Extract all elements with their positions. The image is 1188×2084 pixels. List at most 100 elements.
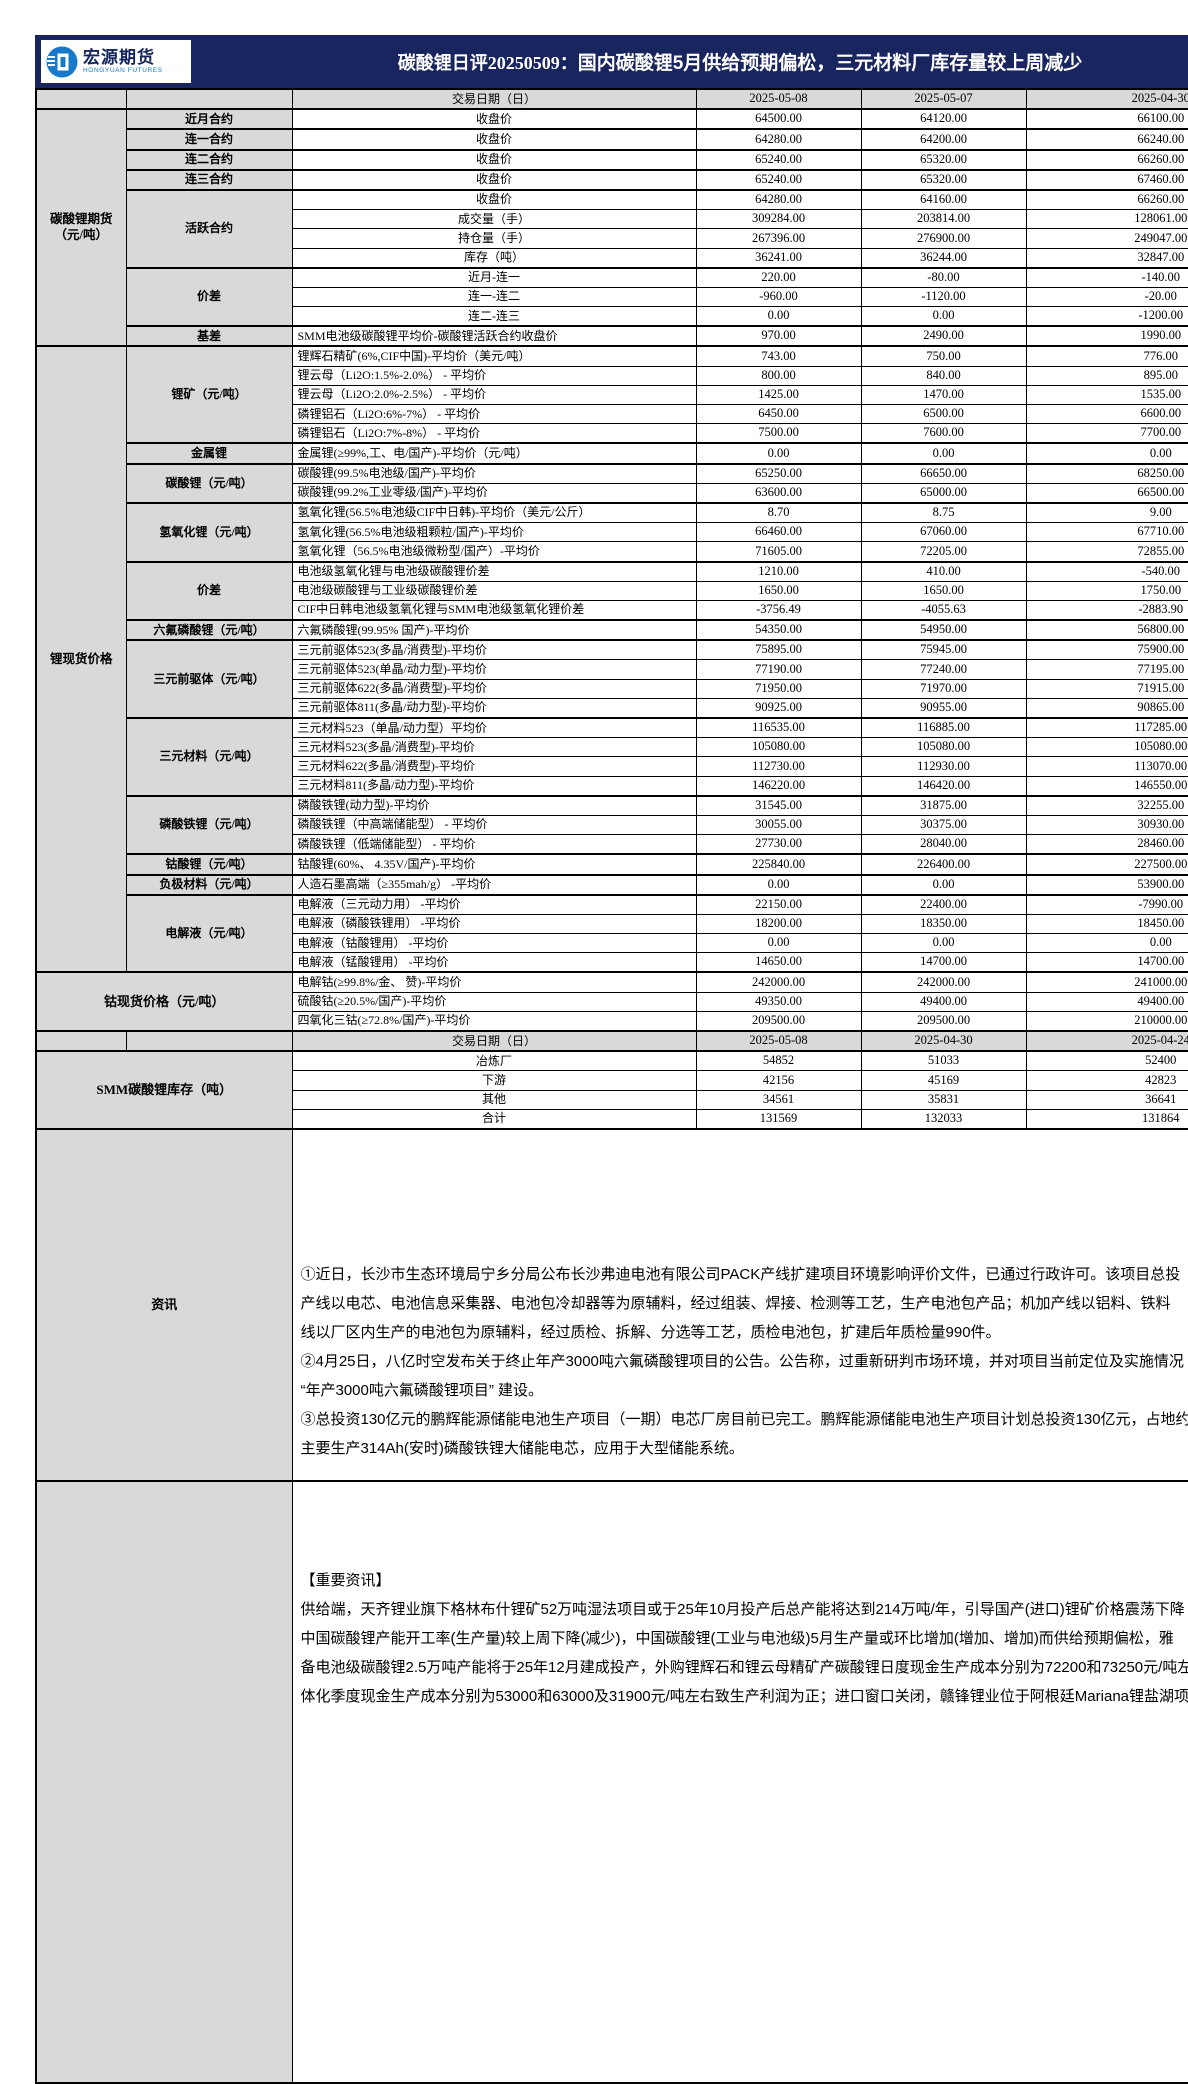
metric-cell: 氢氧化锂（56.5%电池级微粉型/国产）-平均价 (292, 542, 696, 562)
value-cell: 65320.00 (861, 170, 1026, 190)
value-cell: 49400.00 (1026, 992, 1188, 1011)
value-cell: 242000.00 (696, 972, 861, 992)
value-cell: 77190.00 (696, 660, 861, 679)
value-cell: 8.70 (696, 503, 861, 523)
metric-cell: 磷锂铝石（Li2O:7%-8%） - 平均价 (292, 424, 696, 444)
value-cell: 9.00 (1026, 503, 1188, 523)
value-cell: 65240.00 (696, 150, 861, 170)
value-cell: 6450.00 (696, 405, 861, 424)
value-cell: 75945.00 (861, 640, 1026, 660)
important-line: 中国碳酸锂产能开工率(生产量)较上周下降(减少)，中国碳酸锂(工业与电池级)5月… (301, 1624, 1188, 1653)
value-cell: 18450.00 (1026, 914, 1188, 933)
value-cell: 0.00 (1026, 443, 1188, 463)
metric-cell: 三元材料622(多晶/消费型)-平均价 (292, 757, 696, 776)
metric-cell: 四氧化三钴(≥72.8%/国产)-平均价 (292, 1011, 696, 1031)
sub-label-cell: 价差 (126, 268, 292, 327)
value-cell: 1990.00 (1026, 326, 1188, 346)
date-label-cell: 交易日期（日） (292, 89, 696, 109)
value-cell: 77195.00 (1026, 660, 1188, 679)
value-cell: 0.00 (696, 307, 861, 327)
value-cell: 42823 (1026, 1071, 1188, 1090)
group-label-cell: 锂现货价格 (36, 346, 126, 972)
value-cell: 64200.00 (861, 129, 1026, 149)
value-cell: 6500.00 (861, 405, 1026, 424)
logo: 宏源期货 HONGYUAN FUTURES (41, 40, 191, 83)
sub-label-cell: 连三合约 (126, 170, 292, 190)
metric-cell: 电池级碳酸锂与工业级碳酸锂价差 (292, 581, 696, 600)
important-heading: 【重要资讯】 (301, 1566, 1188, 1595)
value-cell: 18200.00 (696, 914, 861, 933)
value-cell: 30375.00 (861, 815, 1026, 834)
metric-cell: 三元前驱体523(多晶/消费型)-平均价 (292, 640, 696, 660)
sub-label-cell: 三元前驱体（元/吨） (126, 640, 292, 718)
metric-cell: CIF中日韩电池级氢氧化锂与SMM电池级氢氧化锂价差 (292, 600, 696, 620)
sub-label-cell: 碳酸锂（元/吨） (126, 464, 292, 503)
value-cell: 1425.00 (696, 385, 861, 404)
value-cell: 64280.00 (696, 129, 861, 149)
value-cell: 31875.00 (861, 796, 1026, 816)
value-cell: 1750.00 (1026, 581, 1188, 600)
report-page: 宏源期货 HONGYUAN FUTURES 碳酸锂日评20250509：国内碳酸… (35, 35, 1188, 2084)
value-cell: 68250.00 (1026, 464, 1188, 484)
metric-cell: 电解液（磷酸铁锂用） -平均价 (292, 914, 696, 933)
value-cell: 54950.00 (861, 620, 1026, 640)
value-cell: 66460.00 (696, 523, 861, 542)
value-cell: -540.00 (1026, 562, 1188, 582)
value-cell: 45169 (861, 1071, 1026, 1090)
metric-cell: 三元前驱体811(多晶/动力型)-平均价 (292, 698, 696, 718)
value-cell: 840.00 (861, 366, 1026, 385)
value-cell: 22150.00 (696, 895, 861, 915)
value-cell: 105080.00 (861, 738, 1026, 757)
sub-label-cell: 金属锂 (126, 443, 292, 463)
value-cell: 6600.00 (1026, 405, 1188, 424)
value-cell: 0.00 (861, 443, 1026, 463)
value-cell: 36241.00 (696, 248, 861, 268)
value-cell: 77240.00 (861, 660, 1026, 679)
value-cell: 116535.00 (696, 718, 861, 738)
value-cell: 30055.00 (696, 815, 861, 834)
value-cell: 71950.00 (696, 679, 861, 698)
date-header-cell: 2025-05-08 (696, 89, 861, 109)
sub-label-cell: 连一合约 (126, 129, 292, 149)
value-cell: -1120.00 (861, 287, 1026, 306)
sub-label-cell: 价差 (126, 562, 292, 621)
metric-cell: 磷酸铁锂(动力型)-平均价 (292, 796, 696, 816)
metric-cell: 硫酸钴(≥20.5%/国产)-平均价 (292, 992, 696, 1011)
value-cell: 34561 (696, 1090, 861, 1109)
metric-cell: 冶炼厂 (292, 1051, 696, 1071)
date-header-cell: 2025-05-07 (861, 89, 1026, 109)
value-cell: 116885.00 (861, 718, 1026, 738)
value-cell: 267396.00 (696, 229, 861, 248)
value-cell: 52400 (1026, 1051, 1188, 1071)
metric-cell: 三元材料811(多晶/动力型)-平均价 (292, 776, 696, 796)
metric-cell: 锂云母（Li2O:1.5%-2.0%） - 平均价 (292, 366, 696, 385)
metric-cell: 持仓量（手） (292, 229, 696, 248)
value-cell: 410.00 (861, 562, 1026, 582)
value-cell: 14700.00 (1026, 953, 1188, 973)
value-cell: 67710.00 (1026, 523, 1188, 542)
value-cell: 51033 (861, 1051, 1026, 1071)
value-cell: 131569 (696, 1109, 861, 1129)
value-cell: 63600.00 (696, 483, 861, 503)
sub-label-cell: 负极材料（元/吨） (126, 875, 292, 895)
news-line: 产线以电芯、电池信息采集器、电池包冷却器等为原辅料，经过组装、焊接、检测等工艺，… (301, 1289, 1188, 1318)
sub-label-cell: 磷酸铁锂（元/吨） (126, 796, 292, 855)
value-cell: 209500.00 (696, 1011, 861, 1031)
metric-cell: 收盘价 (292, 150, 696, 170)
value-cell: 210000.00 (1026, 1011, 1188, 1031)
metric-cell: 收盘价 (292, 190, 696, 210)
value-cell: 90865.00 (1026, 698, 1188, 718)
wide-label-cell: 钴现货价格（元/吨） (36, 972, 292, 1031)
value-cell: 64160.00 (861, 190, 1026, 210)
metric-cell: 锂辉石精矿(6%,CIF中国)-平均价（美元/吨） (292, 346, 696, 366)
value-cell: 146420.00 (861, 776, 1026, 796)
value-cell: 54852 (696, 1051, 861, 1071)
value-cell: 7500.00 (696, 424, 861, 444)
value-cell: 32255.00 (1026, 796, 1188, 816)
value-cell: 66650.00 (861, 464, 1026, 484)
sub-label-cell: 电解液（元/吨） (126, 895, 292, 973)
value-cell: 49350.00 (696, 992, 861, 1011)
value-cell: -1200.00 (1026, 307, 1188, 327)
value-cell: 30930.00 (1026, 815, 1188, 834)
value-cell: 800.00 (696, 366, 861, 385)
